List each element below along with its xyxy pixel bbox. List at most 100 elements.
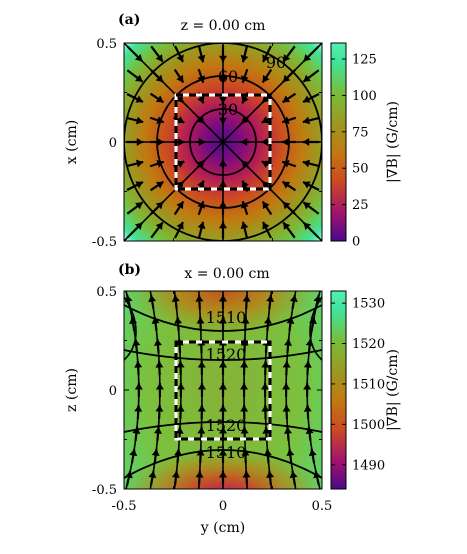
field-arrow — [283, 427, 292, 434]
panel-a-colorbar-ticks: 0 25 50 75 100 125 — [331, 53, 377, 250]
field-arrow — [219, 427, 227, 434]
panel-a-axis — [123, 42, 323, 242]
field-arrow — [263, 449, 272, 456]
field-arrow — [132, 427, 141, 434]
panel-a-field-arrows — [124, 43, 322, 241]
field-arrow — [240, 383, 249, 390]
field-arrow — [313, 471, 322, 479]
field-arrow — [176, 383, 185, 390]
field-arrow — [240, 427, 249, 434]
panel-a-title: z = 0.00 cm — [181, 18, 266, 34]
panel-b-label: (b) — [118, 262, 141, 278]
field-arrow — [176, 405, 185, 412]
field-arrow — [132, 339, 141, 346]
field-arrow — [283, 54, 291, 62]
field-arrow — [303, 181, 311, 189]
field-arrow — [219, 449, 227, 456]
colorbar-tick-label: 25 — [352, 198, 369, 213]
field-arrow — [282, 116, 290, 125]
field-arrow — [195, 471, 204, 478]
field-arrow — [219, 471, 227, 478]
field-arrow — [308, 317, 317, 325]
field-arrow — [308, 449, 317, 457]
field-arrow — [303, 74, 311, 82]
field-arrow — [135, 116, 144, 125]
field-arrow — [197, 221, 206, 230]
field-arrow — [289, 295, 298, 303]
field-arrow — [305, 427, 314, 434]
panel-a-label: (a) — [118, 12, 140, 28]
panel-b-xtick-left: -0.5 — [111, 499, 136, 514]
field-arrow — [313, 295, 322, 303]
colorbar-tick-label: 50 — [352, 162, 369, 177]
field-arrow — [282, 405, 291, 412]
field-arrow — [242, 471, 251, 478]
field-arrow — [197, 383, 206, 390]
field-arrow — [155, 95, 164, 103]
field-arrow — [282, 159, 290, 168]
panel-a-ytick-top: 0.5 — [96, 37, 117, 52]
contour-label-1510-lower: 1510 — [206, 443, 247, 462]
field-arrow — [302, 159, 311, 168]
field-arrow — [261, 160, 270, 168]
field-arrow — [197, 95, 205, 104]
panel-a-ytick-mid: 0 — [109, 136, 117, 151]
field-arrow — [240, 221, 249, 230]
field-arrow — [286, 449, 295, 457]
field-arrow — [129, 317, 138, 325]
field-arrow — [135, 74, 143, 82]
field-arrow — [176, 74, 184, 83]
field-arrow — [261, 405, 270, 412]
panel-a: (a) z = 0.00 cm 30 60 90 0.5 0 -0.5 x (c… — [64, 12, 401, 250]
field-arrow — [174, 317, 183, 324]
field-line — [124, 43, 322, 241]
contour-label-30: 30 — [218, 100, 238, 119]
field-arrow — [176, 222, 184, 230]
panel-b-xtick-mid: 0 — [219, 499, 227, 514]
field-arrow — [176, 201, 184, 210]
field-arrow — [240, 405, 249, 412]
field-arrow — [129, 449, 138, 457]
contour-label-1510-upper: 1510 — [206, 308, 247, 327]
colorbar-tick-label: 125 — [352, 53, 377, 68]
field-arrow — [148, 471, 157, 479]
contour-label-60: 60 — [218, 67, 238, 86]
field-arrow — [197, 75, 206, 83]
field-arrow — [303, 202, 311, 210]
field-arrow — [241, 180, 249, 189]
colorbar-tick-label: 1500 — [352, 418, 385, 433]
panel-b-colorbar-label: |∇B| (G/cm) — [385, 349, 401, 431]
panel-b-colorbar — [330, 290, 347, 490]
field-arrow — [197, 361, 206, 368]
field-arrow — [195, 295, 204, 302]
field-arrow — [197, 201, 206, 209]
field-arrow — [175, 427, 184, 434]
field-arrow — [155, 222, 163, 230]
panel-a-colorbar — [330, 42, 347, 242]
panel-b-xtick-right: 0.5 — [312, 499, 333, 514]
field-arrow — [219, 317, 227, 324]
field-arrow — [176, 160, 185, 168]
field-arrow — [240, 201, 249, 209]
field-arrow — [303, 95, 311, 103]
panel-b: (b) x = 0.00 cm 1510 1520 1520 1510 0.5 … — [64, 262, 401, 536]
field-arrow — [148, 295, 157, 303]
field-arrow — [261, 361, 270, 368]
field-arrow — [261, 383, 270, 390]
field-arrow — [241, 449, 250, 456]
field-arrow — [171, 295, 180, 302]
field-arrow — [134, 405, 143, 412]
field-arrow — [289, 471, 298, 479]
field-arrow — [282, 181, 291, 189]
field-arrow — [134, 383, 143, 390]
panel-b-dashed-box — [174, 340, 272, 441]
field-arrow — [135, 95, 143, 103]
panel-b-colorbar-ticks: 1490 1500 1510 1520 1530 — [331, 297, 385, 473]
field-arrow — [282, 95, 291, 103]
field-arrow — [262, 222, 270, 230]
field-arrow — [155, 361, 164, 368]
colorbar-tick-label: 100 — [352, 89, 377, 104]
panel-b-axis — [123, 290, 323, 490]
field-arrow — [303, 361, 312, 368]
field-arrow — [219, 295, 227, 302]
